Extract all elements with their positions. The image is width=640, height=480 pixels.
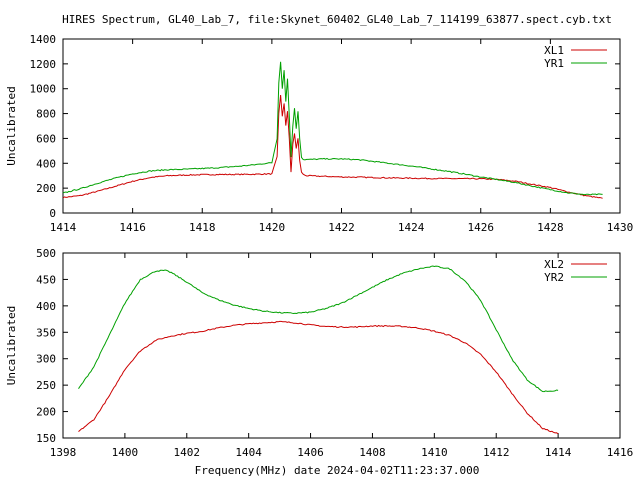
legend-label-yr1: YR1 (544, 57, 564, 70)
y-tick-label: 400 (36, 157, 56, 170)
legend-label-yr2: YR2 (544, 271, 564, 284)
series-line-yr2 (78, 265, 559, 393)
series-line-yr1 (62, 61, 603, 196)
y-tick-label: 400 (36, 300, 56, 313)
y-tick-label: 500 (36, 247, 56, 260)
x-tick-label: 1430 (607, 221, 634, 234)
x-tick-label: 1428 (537, 221, 564, 234)
chart-title: HIRES Spectrum, GL40_Lab_7, file:Skynet_… (62, 13, 612, 26)
y-tick-label: 150 (36, 432, 56, 445)
x-tick-label: 1426 (468, 221, 495, 234)
y-tick-label: 1000 (30, 83, 57, 96)
panel-1: 1414 1416 1418 1420 1422 1424 1426 1428 1430 0 200… (5, 33, 633, 234)
x-tick-label: 1420 (259, 221, 286, 234)
y-tick-label: 1200 (30, 58, 57, 71)
y-tick-label: 450 (36, 273, 56, 286)
y-tick-label: 200 (36, 406, 56, 419)
x-tick-label: 1422 (328, 221, 355, 234)
legend-label-xl1: XL1 (544, 44, 564, 57)
panel-2: 1398 1400 1402 1404 1406 1408 1410 1412 1414 1416… (5, 247, 633, 459)
y-axis-label: Uncalibrated (5, 86, 18, 165)
x-tick-label: 1416 (119, 221, 146, 234)
x-tick-label: 1424 (398, 221, 425, 234)
x-tick-label: 1414 (545, 446, 572, 459)
legend-label-xl2: XL2 (544, 258, 564, 271)
x-tick-label: 1404 (235, 446, 262, 459)
x-tick-label: 1412 (483, 446, 510, 459)
x-tick-label: 1418 (189, 221, 216, 234)
y-tick-label: 200 (36, 182, 56, 195)
y-tick-label: 1400 (30, 33, 57, 46)
series-line-xl2 (78, 320, 559, 435)
series-line-xl1 (62, 94, 603, 199)
plot-frame (62, 252, 621, 439)
x-tick-label: 1402 (174, 446, 201, 459)
x-axis-label: Frequency(MHz) date 2024-04-02T11:23:37.… (195, 464, 480, 477)
x-tick-label: 1416 (607, 446, 634, 459)
x-tick-label: 1398 (50, 446, 77, 459)
chart-panels: 1414 1416 1418 1420 1422 1424 1426 1428 1430 0 200… (5, 33, 633, 459)
x-tick-label: 1414 (50, 221, 77, 234)
y-tick-label: 350 (36, 326, 56, 339)
y-tick-label: 600 (36, 132, 56, 145)
y-tick-label: 0 (49, 207, 56, 220)
y-tick-label: 800 (36, 108, 56, 121)
y-tick-label: 250 (36, 379, 56, 392)
x-tick-label: 1400 (112, 446, 139, 459)
y-axis-label: Uncalibrated (5, 306, 18, 385)
x-tick-label: 1406 (297, 446, 324, 459)
x-tick-label: 1408 (359, 446, 386, 459)
y-tick-label: 300 (36, 353, 56, 366)
x-tick-label: 1410 (421, 446, 448, 459)
